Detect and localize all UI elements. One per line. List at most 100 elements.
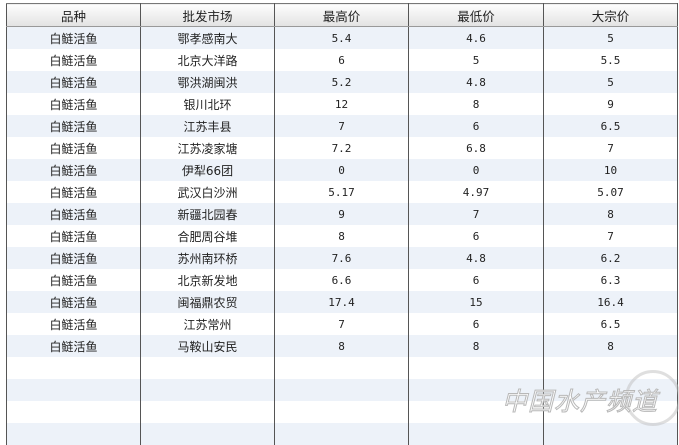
cell-variety: 白鲢活鱼 <box>6 137 141 159</box>
cell-low-price: 6 <box>408 313 544 335</box>
cell-low-price: 4.8 <box>408 71 544 93</box>
cell-variety: 白鲢活鱼 <box>6 26 141 49</box>
cell-market: 新疆北园春 <box>140 203 275 225</box>
cell-market: 江苏丰县 <box>140 115 275 137</box>
table-row: 白鲢活鱼 合肥周谷堆 8 6 7 <box>6 225 678 247</box>
cell-variety: 白鲢活鱼 <box>6 335 141 357</box>
cell-low-price: 5 <box>408 49 544 71</box>
table-row: 白鲢活鱼 苏州南环桥 7.6 4.8 6.2 <box>6 247 678 269</box>
empty-row <box>6 423 678 445</box>
empty-cell <box>6 423 141 445</box>
cell-variety: 白鲢活鱼 <box>6 313 141 335</box>
cell-high-price: 7 <box>274 313 409 335</box>
cell-high-price: 7 <box>274 115 409 137</box>
cell-bulk-price: 7 <box>543 137 678 159</box>
cell-market: 苏州南环桥 <box>140 247 275 269</box>
cell-low-price: 6 <box>408 225 544 247</box>
cell-market: 江苏常州 <box>140 313 275 335</box>
cell-bulk-price: 6.5 <box>543 115 678 137</box>
cell-bulk-price: 8 <box>543 203 678 225</box>
header-bulk-price: 大宗价 <box>543 3 678 27</box>
cell-market: 北京大洋路 <box>140 49 275 71</box>
header-variety: 品种 <box>6 3 141 27</box>
empty-cell <box>274 357 409 379</box>
empty-cell <box>140 379 275 401</box>
cell-high-price: 12 <box>274 93 409 115</box>
cell-low-price: 4.97 <box>408 181 544 203</box>
cell-variety: 白鲢活鱼 <box>6 93 141 115</box>
table-row: 白鲢活鱼 银川北环 12 8 9 <box>6 93 678 115</box>
table-row: 白鲢活鱼 鄂洪湖闽洪 5.2 4.8 5 <box>6 71 678 93</box>
empty-cell <box>6 401 141 423</box>
cell-variety: 白鲢活鱼 <box>6 71 141 93</box>
cell-variety: 白鲢活鱼 <box>6 291 141 313</box>
table-row: 白鲢活鱼 鄂孝感南大 5.4 4.6 5 <box>6 26 678 49</box>
empty-cell <box>140 401 275 423</box>
cell-market: 闽福鼎农贸 <box>140 291 275 313</box>
cell-bulk-price: 5.5 <box>543 49 678 71</box>
cell-bulk-price: 6.5 <box>543 313 678 335</box>
table-row: 白鲢活鱼 伊犁66团 0 0 10 <box>6 159 678 181</box>
cell-bulk-price: 5 <box>543 71 678 93</box>
cell-low-price: 4.6 <box>408 26 544 49</box>
cell-low-price: 8 <box>408 93 544 115</box>
cell-high-price: 9 <box>274 203 409 225</box>
cell-bulk-price: 9 <box>543 93 678 115</box>
cell-low-price: 6 <box>408 269 544 291</box>
empty-cell <box>140 423 275 445</box>
table-row: 白鲢活鱼 闽福鼎农贸 17.4 15 16.4 <box>6 291 678 313</box>
cell-variety: 白鲢活鱼 <box>6 159 141 181</box>
cell-bulk-price: 6.3 <box>543 269 678 291</box>
table-header: 品种 批发市场 最高价 最低价 大宗价 <box>6 3 678 27</box>
cell-high-price: 5.4 <box>274 26 409 49</box>
cell-market: 伊犁66团 <box>140 159 275 181</box>
cell-low-price: 6 <box>408 115 544 137</box>
empty-cell <box>274 423 409 445</box>
empty-row <box>6 401 678 423</box>
empty-cell <box>543 357 678 379</box>
cell-high-price: 8 <box>274 335 409 357</box>
table-row: 白鲢活鱼 北京新发地 6.6 6 6.3 <box>6 269 678 291</box>
cell-market: 武汉白沙洲 <box>140 181 275 203</box>
empty-cell <box>543 423 678 445</box>
cell-variety: 白鲢活鱼 <box>6 115 141 137</box>
header-low-price: 最低价 <box>408 3 544 27</box>
cell-market: 合肥周谷堆 <box>140 225 275 247</box>
table-row: 白鲢活鱼 北京大洋路 6 5 5.5 <box>6 49 678 71</box>
empty-cell <box>408 401 544 423</box>
empty-cell <box>274 379 409 401</box>
cell-bulk-price: 8 <box>543 335 678 357</box>
cell-market: 江苏凌家塘 <box>140 137 275 159</box>
cell-market: 鄂洪湖闽洪 <box>140 71 275 93</box>
empty-cell <box>6 379 141 401</box>
cell-low-price: 7 <box>408 203 544 225</box>
cell-variety: 白鲢活鱼 <box>6 49 141 71</box>
cell-low-price: 15 <box>408 291 544 313</box>
cell-low-price: 8 <box>408 335 544 357</box>
empty-row <box>6 379 678 401</box>
cell-low-price: 6.8 <box>408 137 544 159</box>
empty-cell <box>543 401 678 423</box>
empty-cell <box>6 357 141 379</box>
empty-cell <box>408 423 544 445</box>
cell-high-price: 7.2 <box>274 137 409 159</box>
empty-cell <box>408 379 544 401</box>
header-market: 批发市场 <box>140 3 275 27</box>
table-row: 白鲢活鱼 江苏丰县 7 6 6.5 <box>6 115 678 137</box>
empty-cell <box>408 357 544 379</box>
cell-high-price: 17.4 <box>274 291 409 313</box>
cell-market: 银川北环 <box>140 93 275 115</box>
cell-bulk-price: 6.2 <box>543 247 678 269</box>
empty-row <box>6 357 678 379</box>
empty-cell <box>140 357 275 379</box>
table-row: 白鲢活鱼 武汉白沙洲 5.17 4.97 5.07 <box>6 181 678 203</box>
cell-high-price: 5.2 <box>274 71 409 93</box>
cell-market: 鄂孝感南大 <box>140 26 275 49</box>
table-row: 白鲢活鱼 江苏凌家塘 7.2 6.8 7 <box>6 137 678 159</box>
cell-bulk-price: 16.4 <box>543 291 678 313</box>
cell-low-price: 4.8 <box>408 247 544 269</box>
cell-bulk-price: 10 <box>543 159 678 181</box>
cell-variety: 白鲢活鱼 <box>6 181 141 203</box>
empty-cell <box>274 401 409 423</box>
cell-bulk-price: 5 <box>543 26 678 49</box>
